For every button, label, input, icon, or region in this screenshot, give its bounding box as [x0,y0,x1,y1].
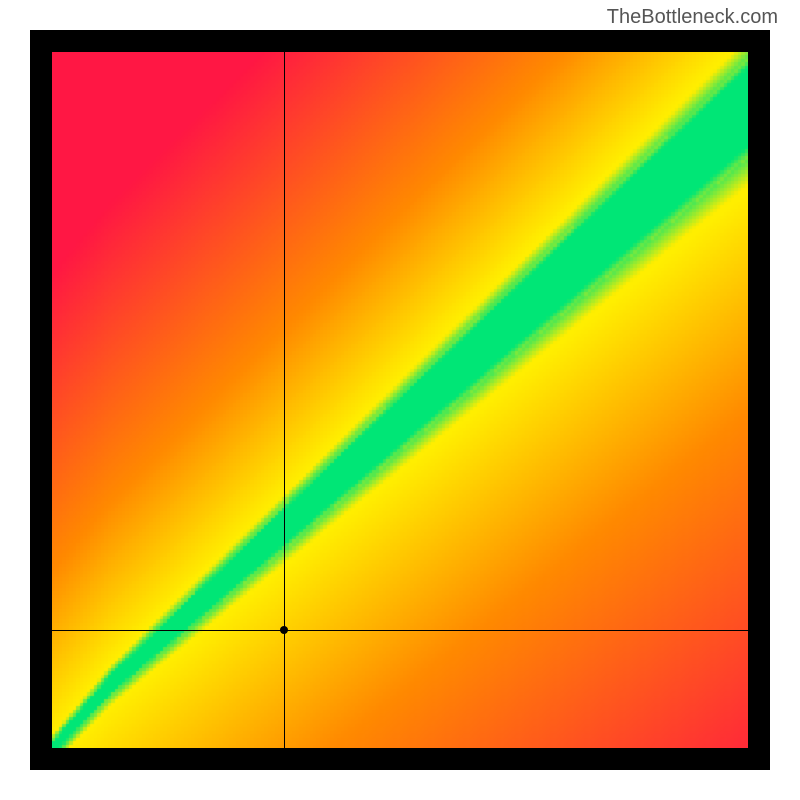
plot-outer-frame [30,30,770,770]
crosshair-vertical [284,52,285,748]
chart-container: TheBottleneck.com [0,0,800,800]
watermark-text: TheBottleneck.com [607,6,778,29]
crosshair-horizontal [52,630,748,631]
heatmap-canvas [52,52,748,748]
crosshair-dot [280,626,288,634]
plot-inner-area [52,52,748,748]
